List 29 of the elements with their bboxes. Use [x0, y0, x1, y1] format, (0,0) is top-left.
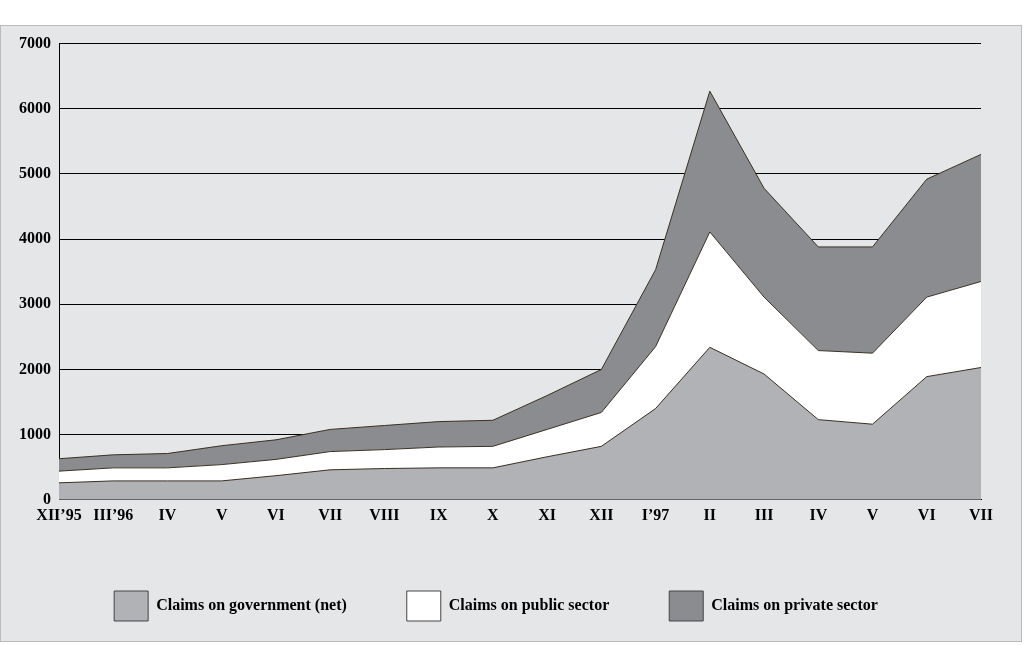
- x-tick-label: V: [215, 505, 228, 523]
- x-tick-label: III’96: [93, 505, 134, 523]
- x-tick-label: VI: [267, 505, 285, 523]
- x-tick-label: XII: [589, 505, 614, 523]
- y-tick-label: 0: [43, 489, 51, 507]
- x-tick-label: X: [487, 505, 500, 523]
- x-tick-label: XII’95: [36, 505, 82, 523]
- x-tick-label: XI: [538, 505, 557, 523]
- x-tick-label: VIII: [369, 505, 400, 523]
- x-tick-label: III: [754, 505, 774, 523]
- y-tick-label: 3000: [19, 294, 51, 312]
- y-tick-label: 4000: [19, 229, 51, 247]
- legend-label: Claims on public sector: [448, 596, 610, 615]
- x-tick-label: I’97: [641, 505, 670, 523]
- y-tick-label: 6000: [19, 98, 51, 116]
- x-tick-label: VII: [968, 505, 994, 523]
- x-tick-label: VI: [917, 505, 936, 523]
- y-tick-label: 5000: [19, 164, 51, 182]
- x-tick-label: V: [866, 505, 879, 523]
- y-tick-label: 1000: [19, 424, 51, 442]
- y-tick-label: 2000: [19, 359, 51, 377]
- x-tick-label: VII: [318, 505, 343, 523]
- x-tick-label: IX: [429, 505, 448, 523]
- x-tick-label: II: [703, 505, 717, 523]
- x-tick-label: IV: [158, 505, 177, 523]
- legend-label: Claims on government (net): [156, 596, 347, 615]
- legend-label: Claims on private sector: [711, 596, 878, 615]
- x-tick-label: IV: [809, 505, 828, 523]
- y-tick-label: 7000: [19, 33, 51, 51]
